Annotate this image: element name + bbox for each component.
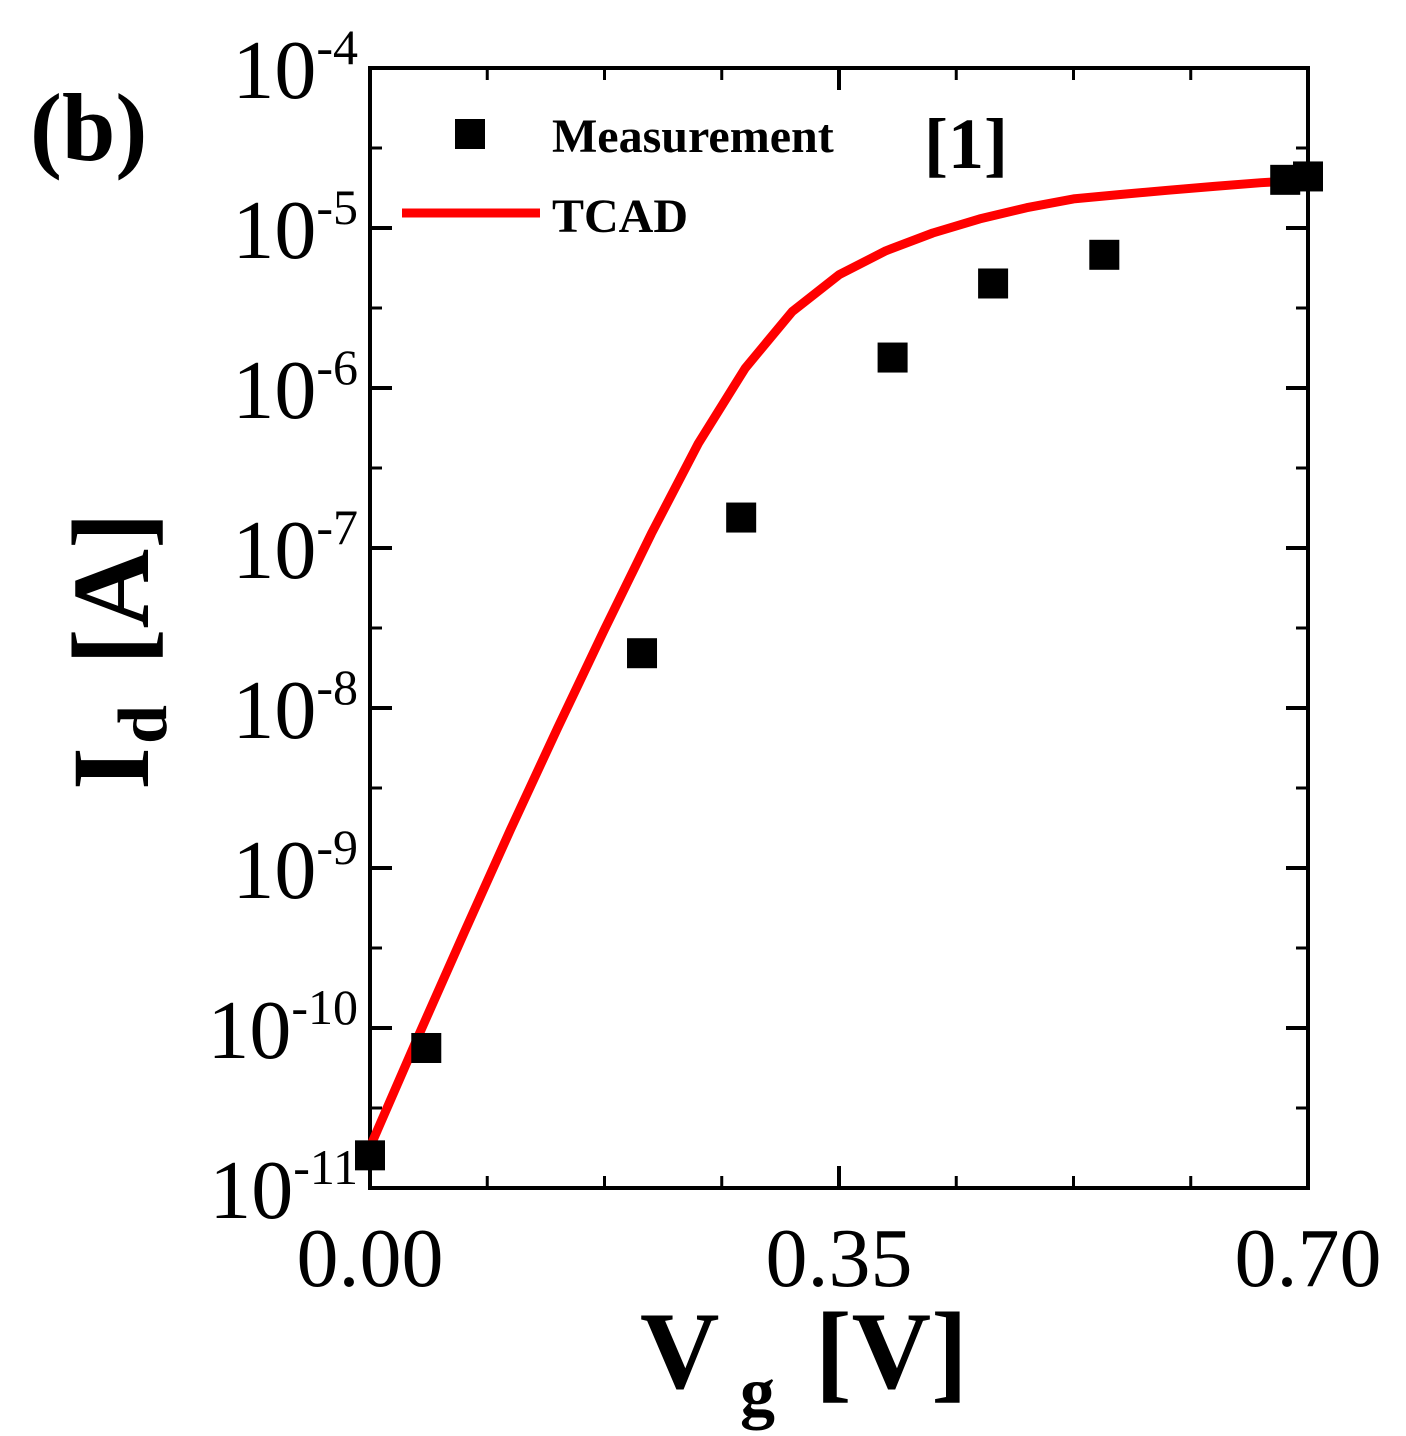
- measurement-point: [978, 268, 1009, 299]
- y-tick-label: 10-7: [232, 499, 358, 597]
- y-tick-label: 10-6: [232, 339, 358, 437]
- x-tick-labels: 0.00 0.35 0.70: [297, 1212, 1382, 1305]
- y-tick-labels: 10-11 10-10 10-9 10-8 10-7 10-6 10-5 10-4: [207, 19, 358, 1237]
- measurement-markers: [355, 161, 1323, 1171]
- y-axis-title: I d [A]: [50, 512, 182, 790]
- axis-ticks: [368, 66, 1310, 1190]
- y-tick-label: 10-11: [209, 1139, 358, 1237]
- y-axis-title-unit: [A]: [50, 512, 172, 665]
- legend-marker-measurement: [455, 119, 485, 149]
- y-tick-label: 10-8: [232, 659, 358, 757]
- measurement-point: [1089, 239, 1120, 270]
- measurement-point: [877, 342, 908, 373]
- plot-frame: [368, 66, 1310, 1190]
- x-axis-title-sub: g: [740, 1354, 775, 1431]
- x-tick-label: 0.00: [297, 1212, 444, 1305]
- legend-label-measurement: Measurement: [552, 110, 834, 163]
- y-tick-label: 10-5: [232, 179, 358, 277]
- x-axis-title-unit: [V]: [815, 1290, 968, 1412]
- tcad-series-line: [365, 175, 1313, 1152]
- measurement-point: [355, 1140, 385, 1171]
- panel-label: (b): [30, 74, 147, 181]
- y-tick-label: 10-9: [232, 819, 358, 917]
- measurement-point: [627, 638, 658, 669]
- y-axis-title-main: I: [50, 747, 172, 790]
- x-tick-label: 0.70: [1235, 1212, 1382, 1305]
- measurement-point: [726, 502, 757, 533]
- x-tick-label: 0.35: [766, 1212, 913, 1305]
- measurement-point: [1293, 161, 1323, 192]
- y-tick-label: 10-4: [232, 19, 358, 117]
- y-axis-title-sub: d: [105, 705, 182, 744]
- measurement-point: [411, 1032, 442, 1063]
- legend-label-tcad: TCAD: [552, 190, 688, 243]
- legend: Measurement [1] TCAD: [402, 104, 1008, 243]
- x-axis-title-main: V: [640, 1290, 719, 1412]
- y-tick-label: 10-10: [207, 979, 358, 1077]
- legend-label-measurement-ref: [1]: [924, 104, 1008, 184]
- x-axis-title: V g [V]: [640, 1290, 968, 1431]
